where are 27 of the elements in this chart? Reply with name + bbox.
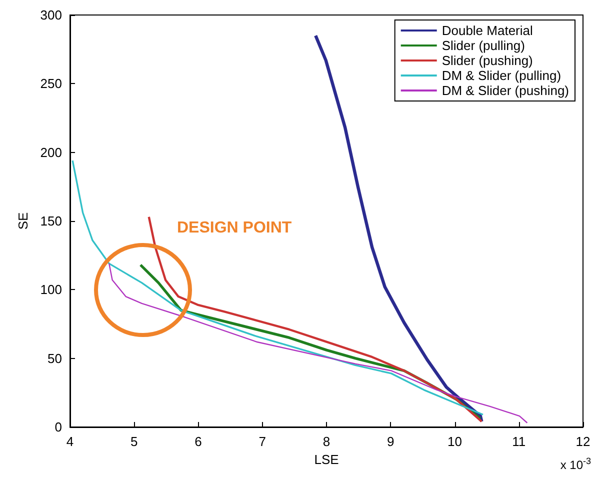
x-tick-label: 8 [322,434,330,449]
line-series [108,262,528,424]
line-series [148,216,483,423]
legend-label: DM & Slider (pushing) [442,83,569,98]
legend-label: Double Material [442,23,533,38]
legend-label: Slider (pushing) [442,53,533,68]
y-tick-label: 0 [54,420,62,434]
x-tick-label: 5 [130,434,138,449]
annotation: DESIGN POINT [177,220,292,236]
y-axis-title: SE [15,212,30,230]
x-tick-label: 11 [512,434,526,449]
y-tick-label: 150 [40,214,62,228]
x-tick-label: 4 [66,434,74,449]
y-tick-label: 200 [40,144,62,160]
x-tick-label: 9 [387,434,394,449]
legend-label: Slider (pulling) [442,38,525,53]
x-tick-label: 10 [448,434,462,449]
line-series [72,160,484,416]
y-tick-label: 50 [48,350,62,366]
legend-label: DM & Slider (pulling) [442,68,562,83]
y-tick-label: 250 [40,76,62,92]
y-tick-label: 100 [40,282,62,298]
x-axis-title: LSE [314,452,340,467]
x-tick-label: 7 [258,434,266,449]
x-tick-label: 6 [194,434,202,449]
y-tick-label: 300 [40,8,62,22]
x-tick-label: 12 [576,434,590,449]
